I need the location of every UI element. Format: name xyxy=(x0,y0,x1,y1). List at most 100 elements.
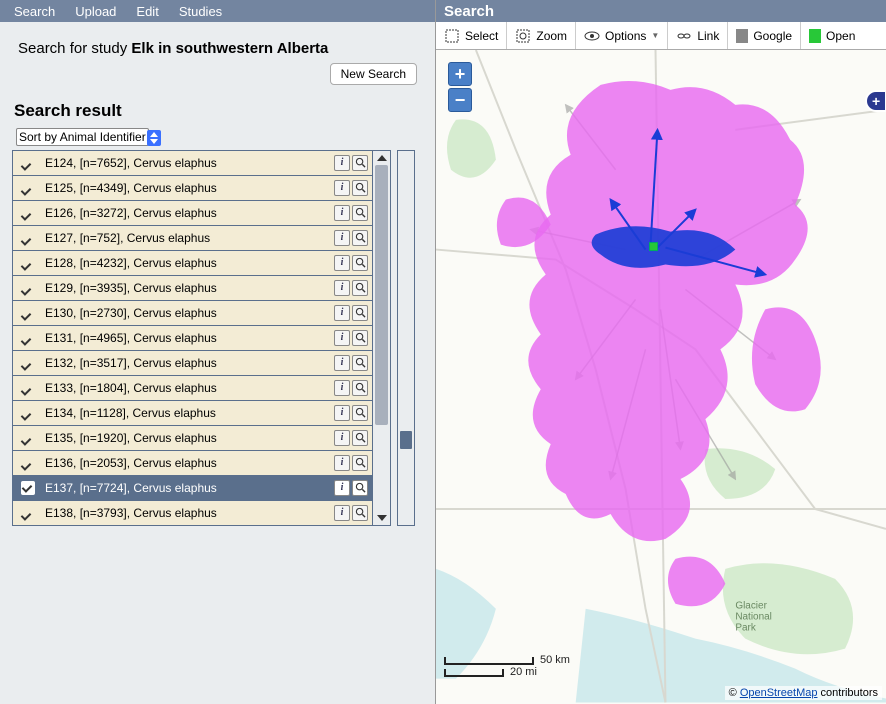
select-icon xyxy=(444,28,460,44)
zoom-to-button[interactable] xyxy=(352,305,368,321)
info-button[interactable]: i xyxy=(334,280,350,296)
map[interactable]: + − GlacierNationalPark 50 km 20 mi © Op… xyxy=(436,50,886,704)
check-icon xyxy=(21,456,35,470)
zoom-to-button[interactable] xyxy=(352,405,368,421)
table-row[interactable]: E126, [n=3272], Cervus elaphusi xyxy=(13,201,372,226)
tb-select-label: Select xyxy=(465,29,498,43)
zoom-to-button[interactable] xyxy=(352,330,368,346)
osm-link[interactable]: OpenStreetMap xyxy=(740,687,818,699)
result-scrollbar[interactable] xyxy=(373,150,391,526)
zoom-to-button[interactable] xyxy=(352,255,368,271)
right-panel: Search Select Zoom Options ▼ Link Google… xyxy=(435,0,886,704)
zoom-to-button[interactable] xyxy=(352,505,368,521)
info-button[interactable]: i xyxy=(334,230,350,246)
eye-icon xyxy=(584,28,600,44)
check-icon xyxy=(21,481,35,495)
info-button[interactable]: i xyxy=(334,205,350,221)
attr-suffix: contributors xyxy=(817,687,878,699)
zoom-to-button[interactable] xyxy=(352,430,368,446)
zoom-to-button[interactable] xyxy=(352,205,368,221)
map-attribution: © OpenStreetMap contributors xyxy=(725,686,882,700)
zoom-to-button[interactable] xyxy=(352,280,368,296)
table-row[interactable]: E133, [n=1804], Cervus elaphusi xyxy=(13,376,372,401)
check-icon xyxy=(21,156,35,170)
table-row[interactable]: E138, [n=3793], Cervus elaphusi xyxy=(13,501,372,526)
check-icon xyxy=(21,281,35,295)
sort-stepper-icon[interactable] xyxy=(147,130,161,146)
chevron-down-icon: ▼ xyxy=(651,31,659,40)
svg-text:Park: Park xyxy=(735,623,756,634)
zoom-to-button[interactable] xyxy=(352,455,368,471)
info-button[interactable]: i xyxy=(334,430,350,446)
tb-open-label: Open xyxy=(826,29,855,43)
svg-text:Glacier: Glacier xyxy=(735,601,767,612)
info-button[interactable]: i xyxy=(334,455,350,471)
menu-upload[interactable]: Upload xyxy=(65,4,126,19)
tb-link[interactable]: Link xyxy=(668,22,728,49)
scroll-down-icon[interactable] xyxy=(373,511,390,525)
link-icon xyxy=(676,28,692,44)
menu-studies[interactable]: Studies xyxy=(169,4,232,19)
menu-search[interactable]: Search xyxy=(4,4,65,19)
zoom-to-button[interactable] xyxy=(352,480,368,496)
result-minimap[interactable] xyxy=(397,150,415,526)
table-row[interactable]: E136, [n=2053], Cervus elaphusi xyxy=(13,451,372,476)
info-button[interactable]: i xyxy=(334,480,350,496)
zoom-to-button[interactable] xyxy=(352,230,368,246)
table-row[interactable]: E137, [n=7724], Cervus elaphusi xyxy=(13,476,372,501)
minimap-thumb[interactable] xyxy=(400,431,412,449)
menubar: Search Upload Edit Studies xyxy=(0,0,435,22)
zoom-to-button[interactable] xyxy=(352,155,368,171)
tb-google-label: Google xyxy=(753,29,792,43)
info-button[interactable]: i xyxy=(334,355,350,371)
scroll-up-icon[interactable] xyxy=(373,151,390,165)
sort-select[interactable]: Sort by Animal Identifier xyxy=(16,128,149,146)
table-row[interactable]: E131, [n=4965], Cervus elaphusi xyxy=(13,326,372,351)
expand-badge[interactable] xyxy=(865,90,886,112)
table-row[interactable]: E127, [n=752], Cervus elaphusi xyxy=(13,226,372,251)
menu-edit[interactable]: Edit xyxy=(126,4,168,19)
tb-zoom[interactable]: Zoom xyxy=(507,22,576,49)
info-button[interactable]: i xyxy=(334,180,350,196)
table-row[interactable]: E124, [n=7652], Cervus elaphusi xyxy=(13,151,372,176)
info-button[interactable]: i xyxy=(334,380,350,396)
info-button[interactable]: i xyxy=(334,255,350,271)
table-row[interactable]: E132, [n=3517], Cervus elaphusi xyxy=(13,351,372,376)
new-search-button[interactable]: New Search xyxy=(330,63,417,85)
info-button[interactable]: i xyxy=(334,155,350,171)
zoom-in-button[interactable]: + xyxy=(448,62,472,86)
scroll-thumb[interactable] xyxy=(375,165,388,425)
table-row[interactable]: E128, [n=4232], Cervus elaphusi xyxy=(13,251,372,276)
check-icon xyxy=(21,306,35,320)
row-label: E137, [n=7724], Cervus elaphus xyxy=(45,481,334,495)
table-row[interactable]: E129, [n=3935], Cervus elaphusi xyxy=(13,276,372,301)
row-label: E128, [n=4232], Cervus elaphus xyxy=(45,256,334,270)
check-icon xyxy=(21,331,35,345)
table-row[interactable]: E130, [n=2730], Cervus elaphusi xyxy=(13,301,372,326)
tb-open[interactable]: Open xyxy=(801,22,863,49)
tb-google[interactable]: Google xyxy=(728,22,801,49)
row-label: E136, [n=2053], Cervus elaphus xyxy=(45,456,334,470)
study-title: Elk in southwestern Alberta xyxy=(131,40,328,57)
zoom-out-button[interactable]: − xyxy=(448,88,472,112)
info-button[interactable]: i xyxy=(334,305,350,321)
info-button[interactable]: i xyxy=(334,330,350,346)
table-row[interactable]: E134, [n=1128], Cervus elaphusi xyxy=(13,401,372,426)
table-row[interactable]: E125, [n=4349], Cervus elaphusi xyxy=(13,176,372,201)
row-label: E129, [n=3935], Cervus elaphus xyxy=(45,281,334,295)
tb-options[interactable]: Options ▼ xyxy=(576,22,668,49)
zoom-to-button[interactable] xyxy=(352,180,368,196)
table-row[interactable]: E135, [n=1920], Cervus elaphusi xyxy=(13,426,372,451)
search-heading: Search for study Elk in southwestern Alb… xyxy=(0,22,435,63)
info-button[interactable]: i xyxy=(334,505,350,521)
zoom-to-button[interactable] xyxy=(352,355,368,371)
results-heading: Search result xyxy=(0,95,435,129)
row-label: E135, [n=1920], Cervus elaphus xyxy=(45,431,334,445)
google-swatch-icon xyxy=(736,29,748,43)
row-label: E127, [n=752], Cervus elaphus xyxy=(45,231,334,245)
info-button[interactable]: i xyxy=(334,405,350,421)
tb-select[interactable]: Select xyxy=(436,22,507,49)
zoom-to-button[interactable] xyxy=(352,380,368,396)
zoom-icon xyxy=(515,28,531,44)
check-icon xyxy=(21,231,35,245)
